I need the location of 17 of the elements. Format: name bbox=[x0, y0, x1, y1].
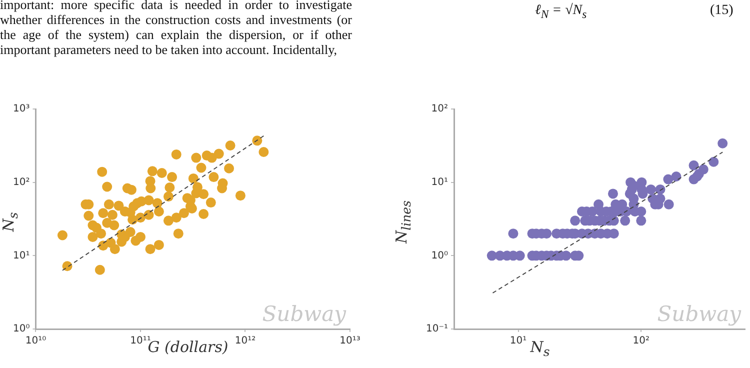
y-tick-label: 10² bbox=[13, 176, 30, 188]
text: important: more specific data is needed in order to investigate whether differences in the construction costs and investments (or the age of the system) can explain the dispersion, or if other important parameters need to be taken into account. Incidentally, bbox=[0, 0, 352, 57]
x-tick-label: 10¹³ bbox=[340, 336, 360, 347]
text: (15) bbox=[710, 3, 734, 19]
y-tick-label: 10⁰ bbox=[431, 250, 448, 262]
y-tick-label: 10⁻¹ bbox=[426, 324, 448, 335]
y-tick-label: 10³ bbox=[13, 104, 30, 115]
x-tick-label: 10¹⁰ bbox=[25, 336, 46, 347]
x-tick-label: 10² bbox=[632, 336, 650, 347]
y-tick-label: 10¹ bbox=[13, 250, 30, 262]
y-tick-label: 10² bbox=[431, 104, 448, 115]
y-tick-label: 10⁰ bbox=[13, 324, 30, 335]
text: ℓ$_{N}$ = √N$_{s}$ bbox=[535, 3, 587, 21]
y-tick-label: 10¹ bbox=[431, 176, 448, 188]
x-axis-title: N$_{s}$ bbox=[530, 338, 550, 359]
x-tick-label: 10¹ bbox=[510, 336, 527, 347]
x-tick-label: 10¹² bbox=[234, 336, 256, 347]
